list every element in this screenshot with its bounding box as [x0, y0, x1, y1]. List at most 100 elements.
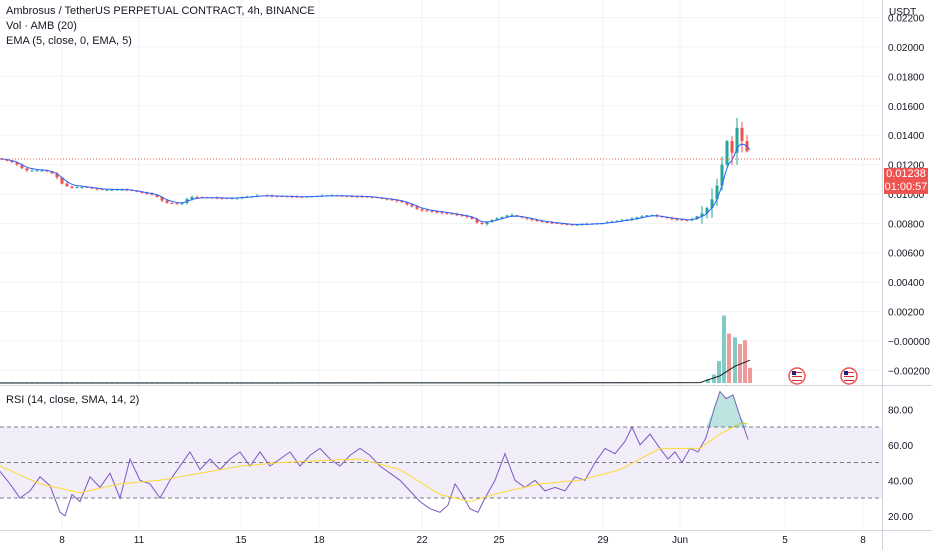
candle-body: [675, 219, 679, 221]
candle-body: [480, 222, 484, 225]
candle-body: [55, 173, 59, 178]
candle-body: [635, 217, 639, 219]
candle-body: [175, 203, 179, 205]
candle-body: [710, 199, 714, 209]
x-tick-label: 11: [134, 535, 145, 546]
candle-body: [485, 222, 489, 225]
volume-bar: [706, 379, 710, 383]
candle-body: [670, 218, 674, 220]
candle-body: [570, 224, 574, 226]
volume-pane: [0, 315, 752, 384]
candle-body: [65, 183, 69, 187]
candle-body: [290, 196, 294, 198]
candle-body: [345, 195, 349, 197]
event-flags[interactable]: [788, 367, 858, 385]
x-tick-label: 22: [416, 535, 428, 546]
candle-body: [155, 194, 159, 197]
candle-body: [170, 202, 174, 204]
candle-body: [735, 127, 739, 153]
candle-body: [575, 224, 579, 226]
candle-body: [60, 177, 64, 184]
candle-body: [495, 218, 499, 221]
candle-body: [740, 127, 744, 142]
candle-body: [80, 186, 84, 188]
flag-stripe: [792, 378, 802, 379]
rsi-pane: [0, 390, 749, 517]
us-flag-event-icon[interactable]: [788, 367, 806, 385]
us-flag-event-icon[interactable]: [840, 367, 858, 385]
candle-body: [350, 196, 354, 198]
volume-bar: [727, 333, 731, 383]
candle-body: [510, 215, 514, 217]
candle-body: [45, 170, 49, 172]
candle-body: [505, 215, 509, 217]
price-tick-label: 0.00600: [888, 249, 925, 260]
x-tick-label: 25: [493, 535, 505, 546]
rsi-tick-label: 80.00: [888, 405, 913, 416]
price-tick-label: 0.01000: [888, 190, 925, 201]
rsi-legend: RSI (14, close, SMA, 14, 2): [6, 394, 140, 406]
candle-body: [110, 189, 114, 191]
price-tick-label: 0.01400: [888, 131, 925, 142]
price-pane: [0, 117, 882, 227]
x-tick-label: 15: [235, 535, 247, 546]
candle-body: [525, 217, 529, 219]
candle-body: [500, 216, 504, 219]
candle-body: [165, 200, 169, 203]
candle-body: [150, 193, 154, 195]
candle-body: [70, 186, 74, 188]
candle-body: [555, 223, 559, 225]
price-tick-label: 0.00200: [888, 308, 925, 319]
rsi-ma-line: [0, 423, 748, 503]
rsi-tick-label: 20.00: [888, 512, 913, 523]
candle-body: [560, 223, 564, 225]
candle-body: [195, 196, 199, 198]
x-tick-label: 5: [782, 535, 788, 546]
candle-body: [415, 206, 419, 209]
candle-body: [90, 187, 94, 189]
candle-body: [190, 196, 194, 200]
candle-body: [530, 218, 534, 220]
candle-body: [405, 202, 409, 205]
candle-body: [720, 164, 724, 186]
candle-body: [465, 216, 469, 218]
candle-body: [420, 208, 424, 211]
candle-body: [140, 191, 144, 193]
candle-body: [540, 221, 544, 223]
volume-legend: Vol · AMB (20): [6, 20, 77, 32]
candle-body: [95, 188, 99, 190]
candle-body: [445, 212, 449, 214]
candle-body: [715, 185, 719, 200]
flag-stripe: [792, 374, 802, 375]
x-tick-label: 8: [59, 535, 65, 546]
volume-bar: [722, 315, 726, 383]
flag-stripe: [792, 376, 802, 377]
candle-body: [630, 218, 634, 220]
last-price-tag: 0.01238: [884, 168, 928, 181]
candle-body: [515, 215, 519, 217]
candle-body: [135, 190, 139, 192]
candle-body: [665, 217, 669, 219]
price-tick-label: 0.00400: [888, 278, 925, 289]
candle-body: [470, 216, 474, 219]
candle-body: [380, 197, 384, 199]
candle-body: [545, 222, 549, 224]
volume-ma-line: [0, 359, 751, 384]
x-tick-label: Jun: [672, 535, 688, 546]
candle-body: [355, 196, 359, 198]
candle-body: [640, 216, 644, 218]
x-tick-label: 29: [597, 535, 609, 546]
price-tick-label: 0.01200: [888, 161, 925, 172]
candle-body: [460, 215, 464, 217]
flag-canton: [844, 371, 848, 375]
candle-body: [700, 213, 704, 217]
flag-stripe: [792, 372, 802, 373]
flag-stripe: [844, 376, 854, 377]
rsi-tick-label: 60.00: [888, 441, 913, 452]
candle-body: [10, 160, 14, 163]
price-tick-label: 0.02200: [888, 14, 925, 25]
candle-body: [50, 171, 54, 174]
candle-body: [410, 204, 414, 207]
candle-body: [20, 164, 24, 169]
